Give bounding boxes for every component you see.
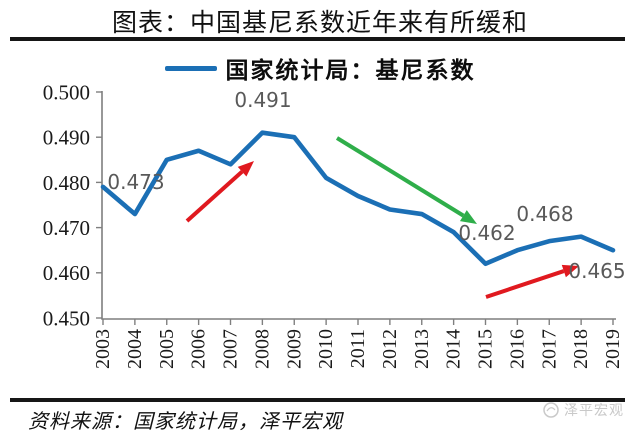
legend: 国家统计局：基尼系数 xyxy=(0,54,640,84)
data-point-label: 0.468 xyxy=(516,202,573,226)
bottom-divider xyxy=(10,398,625,402)
y-tick-label: 0.500 xyxy=(43,80,90,104)
top-divider xyxy=(10,37,625,41)
data-point-label: 0.462 xyxy=(458,221,515,245)
x-tick-label: 2006 xyxy=(188,329,210,369)
data-point-label: 0.465 xyxy=(568,259,625,283)
watermark: 泽平宏观 xyxy=(542,400,624,420)
trend-arrow-head xyxy=(237,161,254,177)
data-point-label: 0.473 xyxy=(107,170,164,194)
data-point-label: 0.491 xyxy=(234,88,291,112)
y-tick-label: 0.490 xyxy=(43,126,90,150)
x-tick-label: 2016 xyxy=(506,329,528,369)
watermark-label: 泽平宏观 xyxy=(564,403,624,419)
zeping-logo-icon xyxy=(543,402,559,418)
x-tick-label: 2014 xyxy=(443,329,465,369)
legend-line-swatch xyxy=(164,65,217,71)
x-tick-label: 2008 xyxy=(251,329,273,369)
y-tick-label: 0.450 xyxy=(43,306,90,330)
x-tick-label: 2019 xyxy=(602,329,624,369)
trend-arrow-shaft xyxy=(485,269,565,299)
x-tick-label: 2004 xyxy=(124,329,146,369)
trend-arrow-shaft xyxy=(335,136,465,218)
x-tick-label: 2015 xyxy=(475,329,497,369)
y-tick-label: 0.480 xyxy=(43,171,90,195)
legend-label: 国家统计局：基尼系数 xyxy=(225,57,476,84)
y-tick-label: 0.470 xyxy=(43,216,90,240)
x-tick-label: 2007 xyxy=(220,329,242,369)
trend-arrow-shaft xyxy=(185,170,244,223)
x-tick-label: 2017 xyxy=(538,329,560,369)
x-tick-label: 2018 xyxy=(570,329,592,369)
x-tick-label: 2003 xyxy=(92,329,114,369)
gini-data-line xyxy=(100,130,616,267)
x-tick-label: 2012 xyxy=(379,329,401,369)
y-tick-label: 0.460 xyxy=(43,261,90,285)
trend-arrow-head xyxy=(561,264,579,278)
page-title: 图表：中国基尼系数近年来有所缓和 xyxy=(111,8,528,37)
x-tick-label: 2013 xyxy=(411,329,433,369)
x-tick-label: 2009 xyxy=(283,329,305,369)
x-tick-label: 2010 xyxy=(315,329,337,369)
axis-lines xyxy=(101,91,616,320)
x-tick-label: 2005 xyxy=(156,329,178,369)
source-note: 资料来源：国家统计局，泽平宏观 xyxy=(28,409,343,433)
x-tick-label: 2011 xyxy=(347,329,369,368)
trend-arrow-head xyxy=(459,210,477,224)
